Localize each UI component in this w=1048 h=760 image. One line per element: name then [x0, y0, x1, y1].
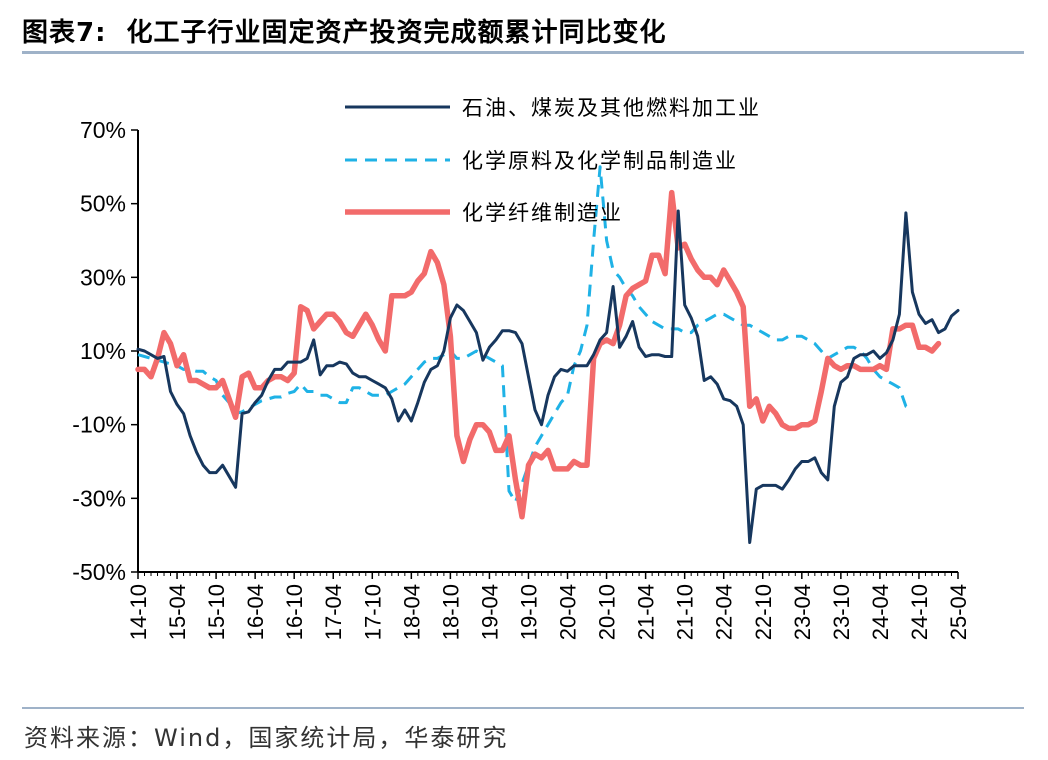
x-tick-label: 23-04 — [790, 584, 815, 640]
x-tick-label: 20-04 — [556, 584, 581, 640]
x-tick-label: 21-10 — [673, 584, 698, 640]
chart-axes: 70% 50% 30% 10% -10% -30% -50%14-10 15-04 15-10 1… — [72, 117, 971, 640]
x-tick-label: 20-10 — [595, 584, 620, 640]
x-tick-label: 17-10 — [360, 584, 385, 640]
legend-label-1: 石油、煤炭及其他燃料加工业 — [462, 96, 761, 120]
x-tick-label: 16-04 — [243, 584, 268, 640]
x-tick-label: 14-10 — [126, 584, 151, 640]
figure-label: 图表7: — [22, 18, 107, 48]
series-line-1 — [136, 209, 960, 544]
figure-title-text: 化工子行业固定资产投资完成额累计同比变化 — [126, 18, 667, 48]
legend-label-3: 化学纤维制造业 — [462, 201, 623, 225]
x-tick-label: 18-10 — [438, 584, 463, 640]
y-tick-label: 30% — [80, 264, 126, 290]
x-tick-label: 23-10 — [829, 584, 854, 640]
x-tick-label: 18-04 — [399, 584, 424, 640]
x-tick-label: 22-04 — [712, 584, 737, 640]
series-line-3 — [135, 189, 942, 520]
footer-divider — [22, 707, 1024, 709]
x-tick-label: 21-04 — [634, 584, 659, 640]
x-tick-label: 17-04 — [321, 584, 346, 640]
x-tick-label: 16-10 — [282, 584, 307, 640]
source-note: 资料来源：Wind，国家统计局，华泰研究 — [24, 724, 509, 752]
y-tick-label: 10% — [80, 338, 126, 364]
x-tick-label: 24-10 — [907, 584, 932, 640]
x-tick-label: 22-10 — [751, 584, 776, 640]
x-tick-label: 19-10 — [516, 584, 541, 640]
figure-title: 图表7: 化工子行业固定资产投资完成额累计同比变化 — [22, 12, 667, 49]
x-tick-label: 24-04 — [868, 584, 893, 640]
y-tick-label: -30% — [72, 485, 126, 511]
chart-series-lines — [135, 165, 960, 544]
x-tick-label: 15-04 — [165, 584, 190, 640]
y-tick-label: -50% — [72, 559, 126, 585]
y-tick-label: -10% — [72, 412, 126, 438]
title-divider — [22, 51, 1024, 54]
y-tick-label: 50% — [80, 191, 126, 217]
x-tick-label: 15-10 — [204, 584, 229, 640]
x-tick-label: 25-04 — [946, 584, 971, 640]
x-tick-label: 19-04 — [477, 584, 502, 640]
y-tick-label: 70% — [80, 117, 126, 143]
legend-label-2: 化学原料及化学制品制造业 — [462, 149, 738, 173]
